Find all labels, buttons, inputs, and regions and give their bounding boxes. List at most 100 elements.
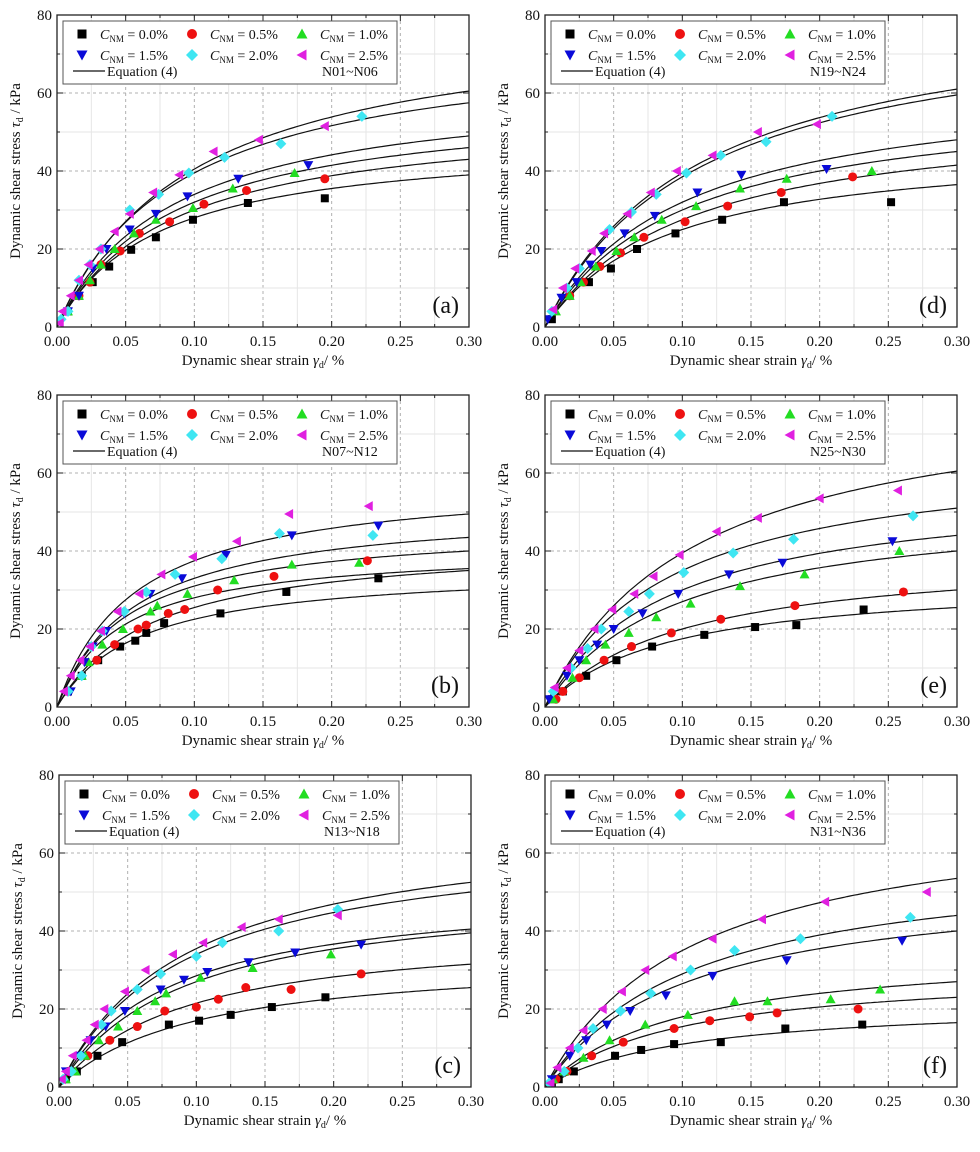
data-point — [615, 1005, 627, 1017]
data-point — [639, 232, 649, 242]
data-point — [573, 263, 585, 274]
legend-label: CNM = 2.0% — [698, 49, 766, 65]
data-point — [269, 571, 279, 581]
data-point — [627, 642, 637, 652]
legend-item: CNM = 1.5% — [76, 49, 168, 65]
data-point — [853, 1004, 863, 1014]
data-point — [92, 655, 102, 665]
legend-var: C — [320, 408, 330, 423]
data-point — [578, 1052, 589, 1062]
legend-marker — [76, 50, 88, 61]
legend-item: CNM = 1.5% — [564, 49, 656, 65]
data-point — [584, 278, 593, 287]
data-point — [363, 501, 373, 512]
data-point — [616, 986, 626, 997]
data-point — [678, 566, 690, 578]
legend-marker — [186, 429, 198, 441]
data-point — [887, 537, 898, 547]
data-point — [59, 1074, 66, 1085]
y-axis-label: Dynamic shear stress τd / kPa — [8, 83, 26, 259]
legend-value: = 1.0% — [344, 408, 388, 423]
y-axis-label-part: / kPa — [496, 463, 512, 498]
legend-item: CNM = 0.5% — [675, 788, 766, 804]
data-point — [545, 695, 555, 705]
chart-svg: 0.00 0.05 0.10 0.15 0.20 0.25 0.30 0 20 40 60 80 Dyn… — [10, 768, 484, 1131]
legend-item: CNM = 1.0% — [298, 788, 390, 804]
legend-value: = 2.0% — [722, 49, 766, 64]
legend-item: CNM = 0.5% — [675, 28, 766, 44]
legend-var-sub: NM — [817, 55, 832, 65]
data-point — [321, 993, 330, 1002]
data-point — [362, 556, 372, 566]
data-point — [219, 151, 231, 163]
data-point — [820, 896, 830, 907]
data-point — [669, 1024, 679, 1033]
legend-equation-label: Equation (4) — [595, 445, 666, 460]
legend-value: = 2.5% — [344, 49, 388, 64]
data-point — [561, 663, 571, 673]
fit-curve — [545, 930, 957, 1087]
data-point — [574, 673, 584, 683]
data-point — [243, 958, 254, 968]
data-point — [118, 1038, 127, 1047]
y-axis-label-part: d — [15, 497, 26, 502]
y-tick-label: 40 — [525, 164, 540, 180]
data-point — [182, 192, 193, 202]
legend-value: = 1.0% — [832, 408, 876, 423]
data-point — [561, 282, 573, 294]
x-tick-label: 0.30 — [456, 714, 482, 730]
specimen-group-label: N25~N30 — [810, 445, 866, 460]
legend-marker — [189, 789, 199, 799]
panel-letter: (f) — [923, 1053, 947, 1079]
y-axis-label-part: / kPa — [8, 83, 24, 118]
panel-letter: (e) — [920, 673, 947, 699]
legend-marker — [565, 409, 575, 419]
y-tick-label: 80 — [525, 768, 540, 784]
data-point — [649, 211, 660, 221]
data-point — [182, 588, 193, 598]
x-tick-label: 0.30 — [944, 1094, 970, 1110]
legend-marker — [674, 49, 686, 61]
legend-var: C — [210, 28, 220, 43]
data-point — [716, 1038, 725, 1047]
legend-marker — [565, 789, 575, 799]
legend-value: = 2.5% — [832, 429, 876, 444]
data-point — [109, 244, 120, 253]
legend-item: CNM = 1.5% — [76, 429, 168, 445]
legend-item: CNM = 2.5% — [784, 809, 876, 825]
legend: CNM = 0.0% CNM = 0.5% CNM = 1.0%CNM = 1.5%… — [64, 780, 400, 845]
data-point — [671, 229, 680, 238]
data-point — [811, 119, 821, 130]
x-tick-label: 0.10 — [669, 714, 695, 730]
specimen-group-label: N13~N18 — [324, 825, 380, 840]
data-point — [373, 521, 384, 531]
legend-item: CNM = 1.0% — [296, 28, 388, 44]
panel-letter: (c) — [434, 1053, 461, 1079]
series-points — [548, 546, 905, 704]
x-tick-label: 0.15 — [250, 714, 276, 730]
legend-label: CNM = 0.0% — [102, 788, 170, 804]
fit-curve — [545, 164, 957, 327]
x-tick-label: 0.15 — [252, 1094, 278, 1110]
legend-var-sub: NM — [707, 414, 722, 424]
legend-marker — [188, 809, 200, 821]
data-point — [127, 245, 136, 254]
y-tick-label: 80 — [525, 388, 540, 404]
data-point — [142, 628, 151, 637]
data-point — [894, 546, 905, 555]
data-point — [685, 598, 696, 608]
series-points — [565, 172, 858, 301]
specimen-group-label: N19~N24 — [810, 65, 866, 80]
data-point — [131, 636, 140, 645]
panel-letter: (b) — [431, 673, 459, 699]
data-point — [195, 972, 206, 982]
legend-var-sub: NM — [221, 794, 236, 804]
legend-var: C — [588, 28, 598, 43]
data-point — [195, 1016, 204, 1025]
data-point — [735, 183, 746, 193]
y-tick-label: 40 — [37, 164, 52, 180]
data-point — [561, 671, 572, 681]
legend: CNM = 0.0% CNM = 0.5% CNM = 1.0%CNM = 1.5%… — [550, 20, 886, 85]
legend-marker — [76, 430, 88, 441]
x-axis-label-part: / % — [326, 1113, 346, 1129]
